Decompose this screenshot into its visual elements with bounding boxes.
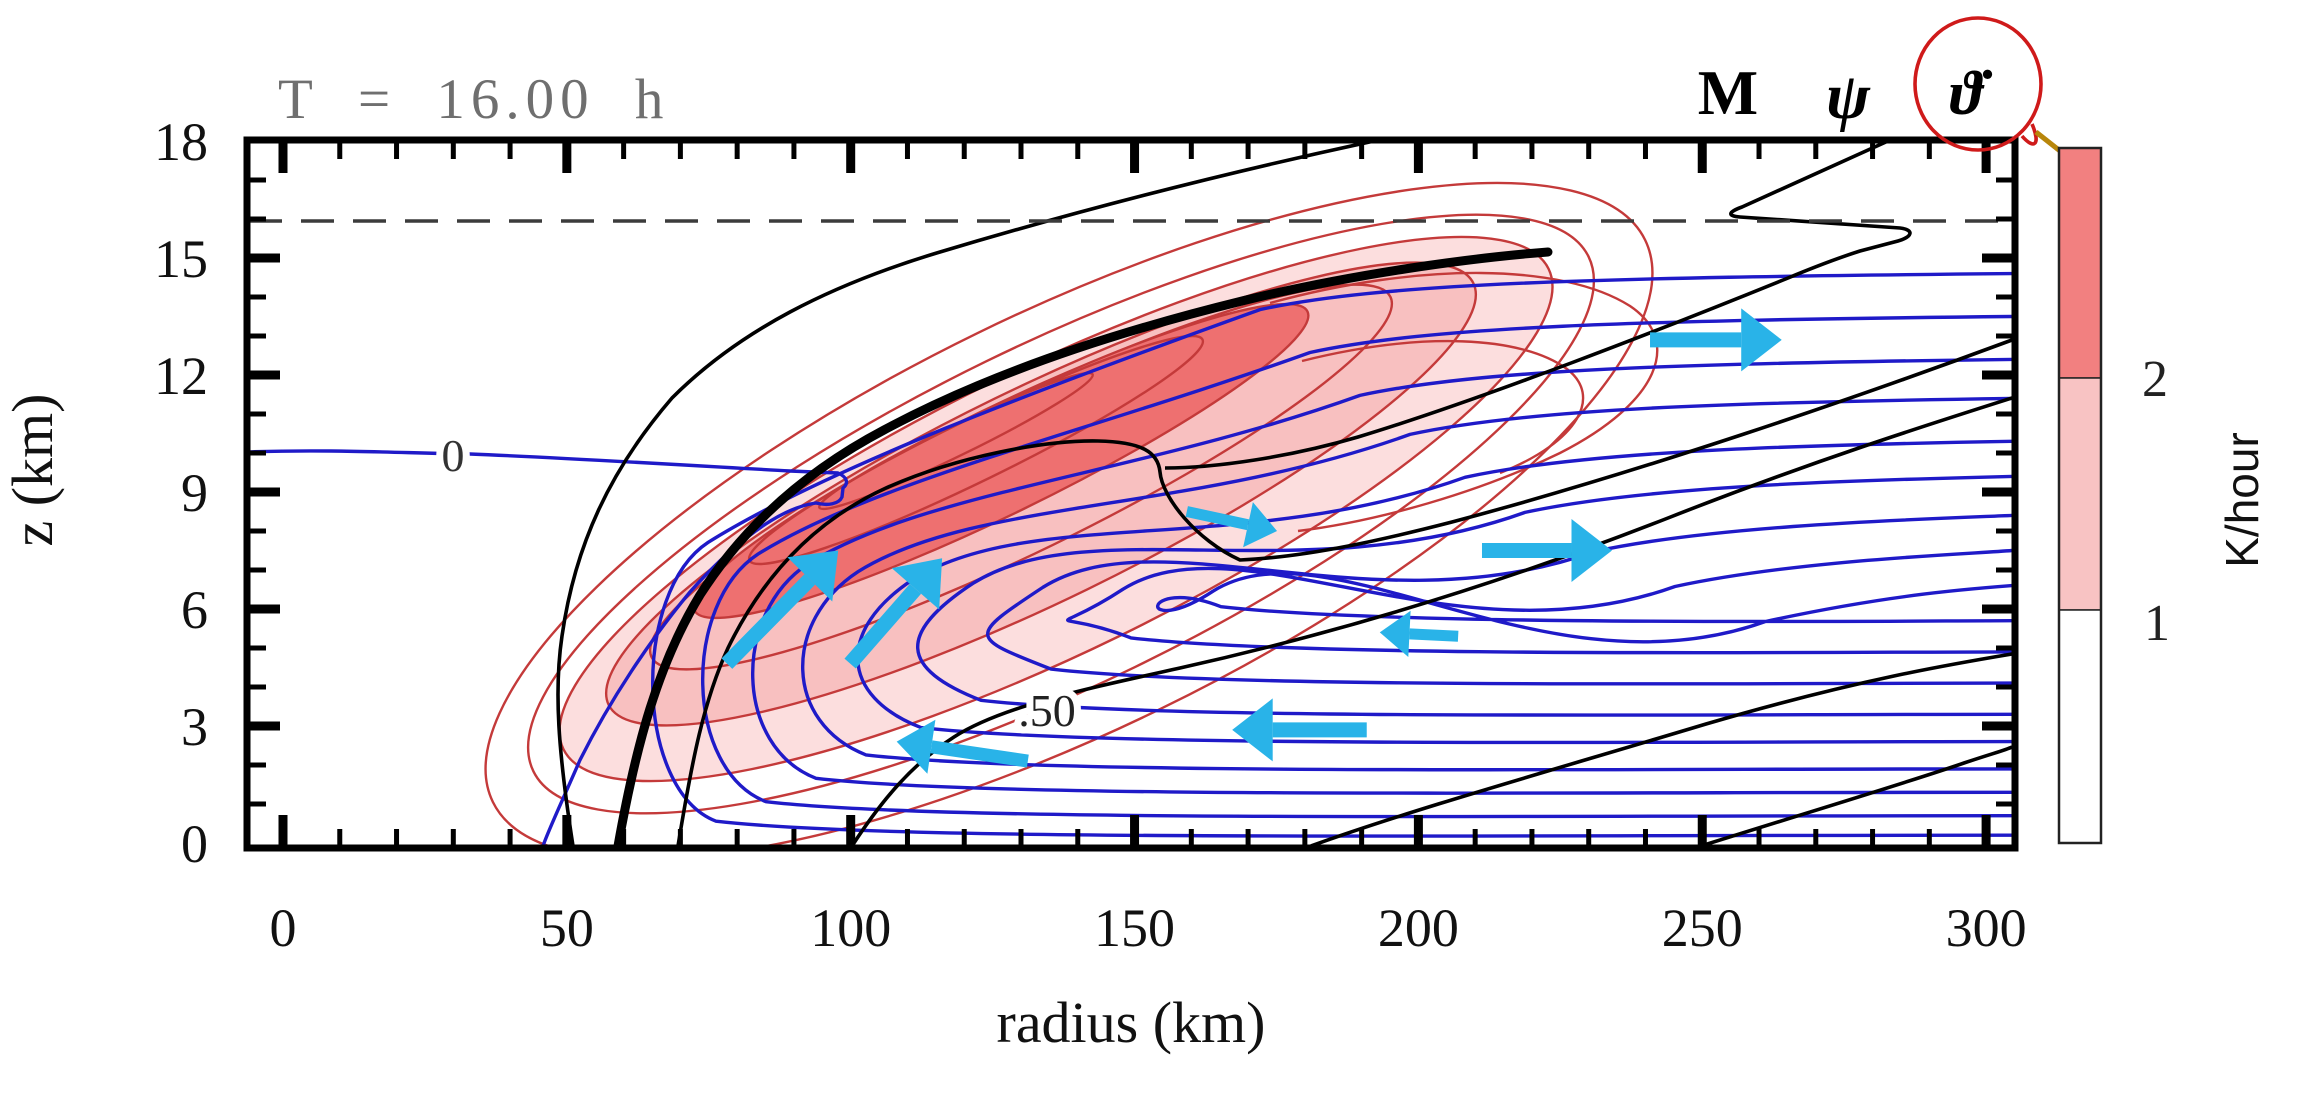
x-tick-label-250: 250 bbox=[1662, 898, 1743, 958]
x-tick-label-0: 0 bbox=[270, 898, 297, 958]
axis-tick-labels: 0 50 100 150 200 250 300 0 3 6 9 12 15 18 bbox=[154, 112, 2027, 958]
y-tick-label-12: 12 bbox=[154, 346, 208, 406]
colorbar-border bbox=[2057, 146, 2103, 845]
psi-contour-shoulder bbox=[676, 338, 2013, 846]
colorbar-label-1: 1 bbox=[2144, 595, 2170, 652]
colorbar-label-2: 2 bbox=[2142, 351, 2168, 408]
plot-frame bbox=[243, 136, 2019, 852]
legend: M ψ ϑ̇ bbox=[1698, 16, 2086, 171]
m-contour-loop-5 bbox=[916, 474, 2013, 717]
flow-arrow-7 bbox=[1650, 308, 1782, 372]
y-tick-label-6: 6 bbox=[181, 580, 208, 640]
legend-symbol-M: M bbox=[1698, 57, 1758, 128]
x-tick-label-100: 100 bbox=[810, 898, 891, 958]
m-contour-loop-7 bbox=[1066, 548, 2013, 655]
colorbar-segment-2 bbox=[2058, 609, 2102, 844]
streamfunction-contours bbox=[556, 143, 2013, 846]
y-axis-title: z (km) bbox=[0, 394, 65, 547]
y-tick-label-0: 0 bbox=[181, 814, 208, 874]
y-tick-label-18: 18 bbox=[154, 112, 208, 172]
legend-highlight-circle bbox=[1913, 16, 2043, 152]
m-contour-zero-line bbox=[250, 449, 849, 846]
highlighted-m-surface-thick-curve bbox=[613, 247, 1553, 846]
flow-arrows bbox=[721, 308, 1782, 774]
y-tick-label-3: 3 bbox=[181, 697, 208, 757]
m-contour-loop-3 bbox=[801, 396, 2013, 772]
heating-ring-0.5 bbox=[526, 213, 1596, 815]
colorbar-segment-1 bbox=[2058, 377, 2102, 611]
m-contour-loop-6 bbox=[986, 513, 2013, 686]
psi-contour-zigzag-top bbox=[1164, 143, 1912, 470]
psi-contour-low-2 bbox=[1700, 745, 2013, 846]
colorbar: 2 1 K/hour bbox=[2057, 146, 2268, 845]
flow-arrow-2 bbox=[896, 719, 1029, 774]
flow-arrow-4 bbox=[1379, 610, 1459, 657]
colorbar-segment-0 bbox=[2058, 147, 2102, 379]
x-axis-title: radius (km) bbox=[997, 990, 1266, 1055]
x-tick-label-150: 150 bbox=[1094, 898, 1175, 958]
psi-contour-0.50 bbox=[850, 396, 2013, 846]
y-tick-label-15: 15 bbox=[154, 229, 208, 289]
psi-contour-low-1 bbox=[1310, 652, 2013, 846]
m-contour-label-0: 0 bbox=[442, 430, 465, 481]
m-contour-loop-8 bbox=[1156, 571, 2013, 644]
x-tick-label-200: 200 bbox=[1378, 898, 1459, 958]
axis-ticks bbox=[250, 143, 2012, 845]
legend-symbol-theta-dot: ϑ̇ bbox=[1950, 60, 1993, 128]
flow-arrow-3 bbox=[1232, 698, 1367, 762]
time-title: T = 16.00 h bbox=[278, 68, 669, 131]
flow-arrow-1 bbox=[844, 558, 943, 669]
heating-contour-rings bbox=[484, 181, 1659, 846]
y-tick-label-9: 9 bbox=[181, 463, 208, 523]
colorbar-units: K/hour bbox=[2216, 432, 2268, 568]
flow-arrow-0 bbox=[721, 550, 839, 669]
heating-ring-outer bbox=[484, 181, 1654, 846]
heating-hook-outer bbox=[1269, 271, 1659, 533]
x-tick-label-300: 300 bbox=[1946, 898, 2027, 958]
x-tick-label-50: 50 bbox=[540, 898, 594, 958]
heating-contour-field bbox=[484, 181, 1659, 846]
psi-contour-label-50: .50 bbox=[1018, 685, 1076, 736]
m-contour-loop-1 bbox=[701, 314, 2013, 819]
legend-highlight-circle-tail bbox=[2020, 123, 2038, 146]
flow-arrow-5 bbox=[1185, 502, 1278, 548]
flow-arrow-6 bbox=[1481, 519, 1612, 582]
legend-symbol-psi: ψ bbox=[1826, 60, 1871, 133]
psi-contour-outer bbox=[556, 143, 1374, 846]
colorbar-segments bbox=[2058, 147, 2102, 844]
